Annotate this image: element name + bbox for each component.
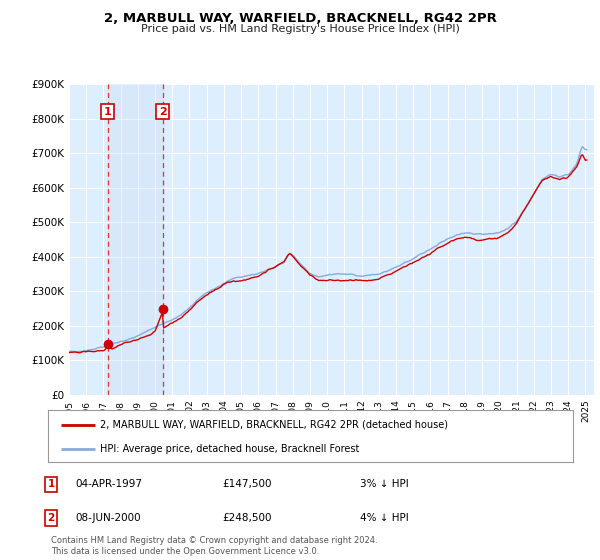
Text: 2: 2: [47, 513, 55, 523]
Text: 3% ↓ HPI: 3% ↓ HPI: [360, 479, 409, 489]
Text: 1: 1: [104, 106, 112, 116]
Bar: [108, 84, 163, 395]
Text: Contains HM Land Registry data © Crown copyright and database right 2024.
This d: Contains HM Land Registry data © Crown c…: [51, 536, 377, 556]
Text: 08-JUN-2000: 08-JUN-2000: [75, 513, 140, 523]
Text: 2, MARBULL WAY, WARFIELD, BRACKNELL, RG42 2PR: 2, MARBULL WAY, WARFIELD, BRACKNELL, RG4…: [104, 12, 496, 25]
Text: HPI: Average price, detached house, Bracknell Forest: HPI: Average price, detached house, Brac…: [101, 444, 360, 454]
Text: Price paid vs. HM Land Registry's House Price Index (HPI): Price paid vs. HM Land Registry's House …: [140, 24, 460, 34]
Text: 1: 1: [47, 479, 55, 489]
Text: 2: 2: [159, 106, 167, 116]
Text: £147,500: £147,500: [222, 479, 271, 489]
Text: £248,500: £248,500: [222, 513, 271, 523]
Text: 04-APR-1997: 04-APR-1997: [75, 479, 142, 489]
Text: 2, MARBULL WAY, WARFIELD, BRACKNELL, RG42 2PR (detached house): 2, MARBULL WAY, WARFIELD, BRACKNELL, RG4…: [101, 420, 449, 430]
Text: 4% ↓ HPI: 4% ↓ HPI: [360, 513, 409, 523]
